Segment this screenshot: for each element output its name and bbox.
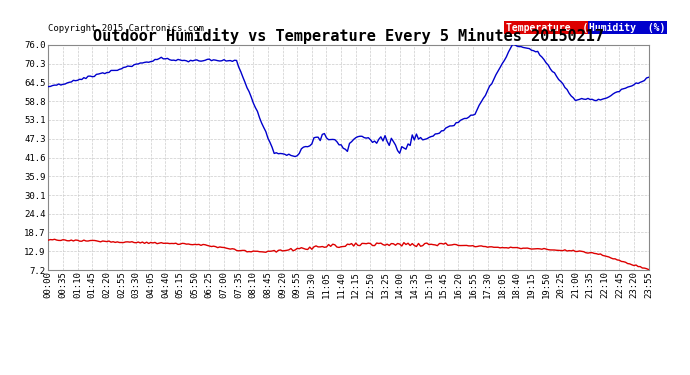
Text: Humidity  (%): Humidity (%) [589, 22, 666, 33]
Text: Copyright 2015 Cartronics.com: Copyright 2015 Cartronics.com [48, 24, 204, 33]
Title: Outdoor Humidity vs Temperature Every 5 Minutes 20150217: Outdoor Humidity vs Temperature Every 5 … [93, 28, 604, 44]
Text: Temperature  (°F): Temperature (°F) [506, 22, 606, 33]
